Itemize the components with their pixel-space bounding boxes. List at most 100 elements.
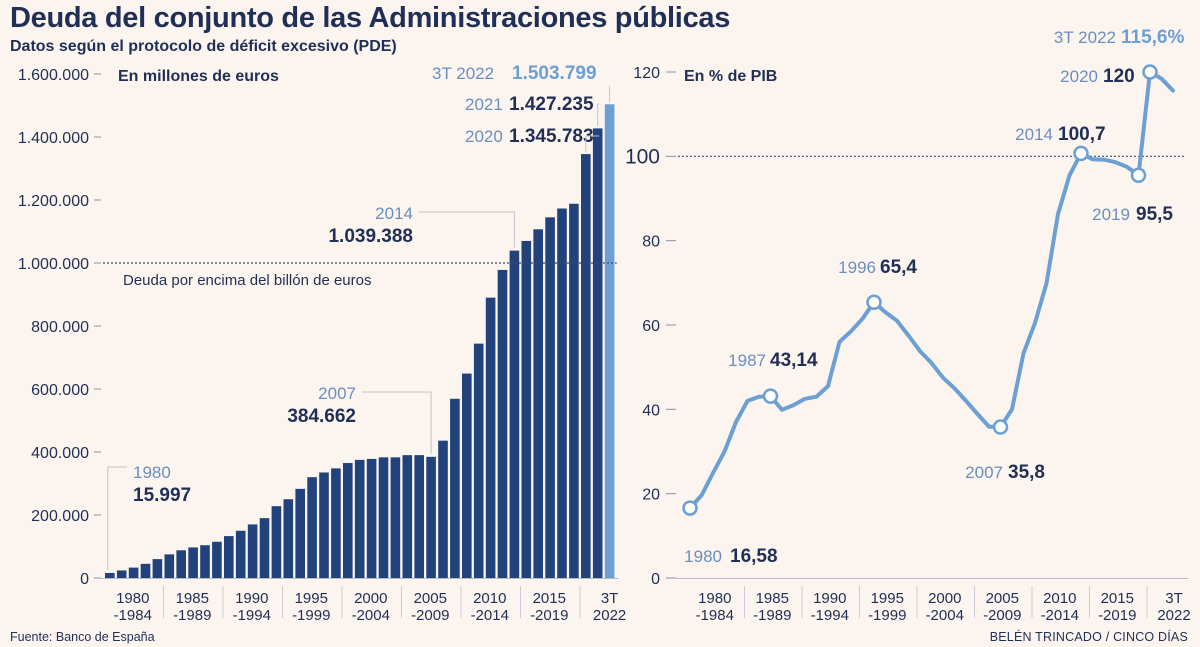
y-tick-label: 120 — [633, 65, 660, 82]
bar — [116, 570, 127, 578]
chart-title: Deuda del conjunto de las Administracion… — [10, 2, 731, 34]
point-value: 16,58 — [730, 546, 778, 567]
bar — [592, 128, 603, 579]
y-tick-label: 800.000 — [31, 319, 89, 336]
x-tick-label: -1994 — [811, 607, 849, 624]
bar — [545, 217, 555, 578]
x-tick-label: 1985 — [176, 590, 209, 607]
bar — [402, 455, 413, 578]
annotation-leader — [362, 391, 432, 454]
bar — [176, 550, 186, 578]
bar — [426, 456, 436, 578]
point-label: 1987 — [728, 351, 766, 370]
bar — [105, 572, 115, 578]
annotation-label: 2007 — [318, 384, 356, 403]
x-tick-label: 2010 — [1043, 590, 1076, 607]
bar — [485, 297, 496, 578]
y-tick-label: 1.000.000 — [18, 256, 89, 273]
point-label: 1996 — [838, 258, 876, 277]
x-tick-label: -1989 — [173, 607, 211, 624]
x-tick-label: 2022 — [1157, 607, 1190, 624]
x-tick-label: 2022 — [593, 607, 626, 624]
bar — [319, 472, 329, 578]
point-value: 43,14 — [770, 350, 818, 371]
x-tick-label: 2000 — [928, 590, 961, 607]
annotation-label: 1980 — [133, 463, 171, 482]
credit-note: BELÉN TRINCADO / CINCO DÍAS — [989, 630, 1188, 644]
bar — [283, 499, 294, 578]
annotation-value: 1.345.783 — [509, 126, 594, 147]
x-tick-label: 3T — [1165, 590, 1183, 607]
point-value: 100,7 — [1058, 124, 1106, 145]
x-tick-label: -2009 — [983, 607, 1021, 624]
bar — [414, 455, 424, 578]
y-tick-label: 1.600.000 — [18, 67, 89, 84]
point-value: 115,6% — [1121, 27, 1184, 48]
point-value: 120 — [1103, 66, 1135, 87]
x-tick-label: 2005 — [986, 590, 1019, 607]
bar — [331, 468, 341, 578]
point-label: 2007 — [965, 463, 1003, 482]
bar — [581, 154, 591, 578]
y-tick-label: 1.400.000 — [18, 130, 89, 147]
y-tick-label: 40 — [642, 402, 660, 419]
bar — [450, 398, 460, 578]
y-axis-label: En millones de euros — [118, 68, 279, 85]
bar — [128, 567, 139, 578]
point-label: 3T 2022 — [1054, 28, 1116, 47]
x-tick-label: -2019 — [530, 607, 568, 624]
data-point-marker — [992, 419, 1009, 435]
bar — [462, 373, 472, 578]
bar — [235, 530, 246, 578]
annotation-value: 384.662 — [287, 406, 356, 427]
x-tick-label: -1984 — [114, 607, 152, 624]
y-tick-label: 400.000 — [31, 445, 89, 462]
bar — [271, 506, 282, 578]
bar — [390, 457, 401, 578]
bar — [473, 343, 484, 578]
x-tick-label: 1985 — [756, 590, 789, 607]
point-value: 65,4 — [880, 257, 917, 278]
bar — [533, 229, 543, 579]
x-tick-label: -2014 — [471, 607, 509, 624]
x-tick-label: -2009 — [411, 607, 449, 624]
bar — [438, 440, 448, 578]
y-tick-label: 80 — [642, 234, 660, 251]
data-point-marker — [682, 500, 698, 516]
x-tick-label: -2004 — [926, 607, 964, 624]
annotation-leader — [107, 466, 127, 570]
data-point-marker — [1130, 167, 1147, 184]
x-tick-label: 2010 — [473, 590, 506, 607]
bar — [521, 240, 532, 578]
x-tick-label: 1995 — [295, 590, 328, 607]
x-tick-label: -2019 — [1098, 607, 1136, 624]
data-point-marker — [1073, 145, 1089, 162]
x-tick-label: -1999 — [868, 607, 906, 624]
x-tick-label: 1980 — [698, 590, 731, 607]
chart-subtitle: Datos según el protocolo de déficit exce… — [10, 38, 397, 55]
annotation-label: 3T 2022 — [432, 64, 494, 83]
data-point-marker — [762, 388, 779, 404]
bar — [378, 457, 389, 578]
bar — [247, 524, 258, 578]
bar — [497, 269, 508, 578]
y-tick-label: 60 — [642, 318, 660, 335]
x-tick-label: 2015 — [533, 590, 566, 607]
bar — [224, 536, 234, 578]
x-tick-label: -1989 — [753, 607, 791, 624]
annotation-value: 1.039.388 — [328, 226, 413, 247]
annotation-value: 1.427.235 — [509, 94, 594, 115]
bar — [164, 554, 175, 578]
annotation-leader — [585, 135, 599, 153]
y-tick-label: 1.200.000 — [18, 193, 89, 210]
bar — [343, 463, 353, 578]
bar — [152, 559, 163, 578]
point-value: 35,8 — [1008, 462, 1045, 483]
source-note: Fuente: Banco de España — [10, 630, 155, 644]
x-tick-label: 1980 — [116, 590, 149, 607]
y-tick-label: 0 — [651, 571, 660, 588]
y-tick-label: 0 — [80, 571, 89, 588]
x-tick-label: -2004 — [352, 607, 390, 624]
